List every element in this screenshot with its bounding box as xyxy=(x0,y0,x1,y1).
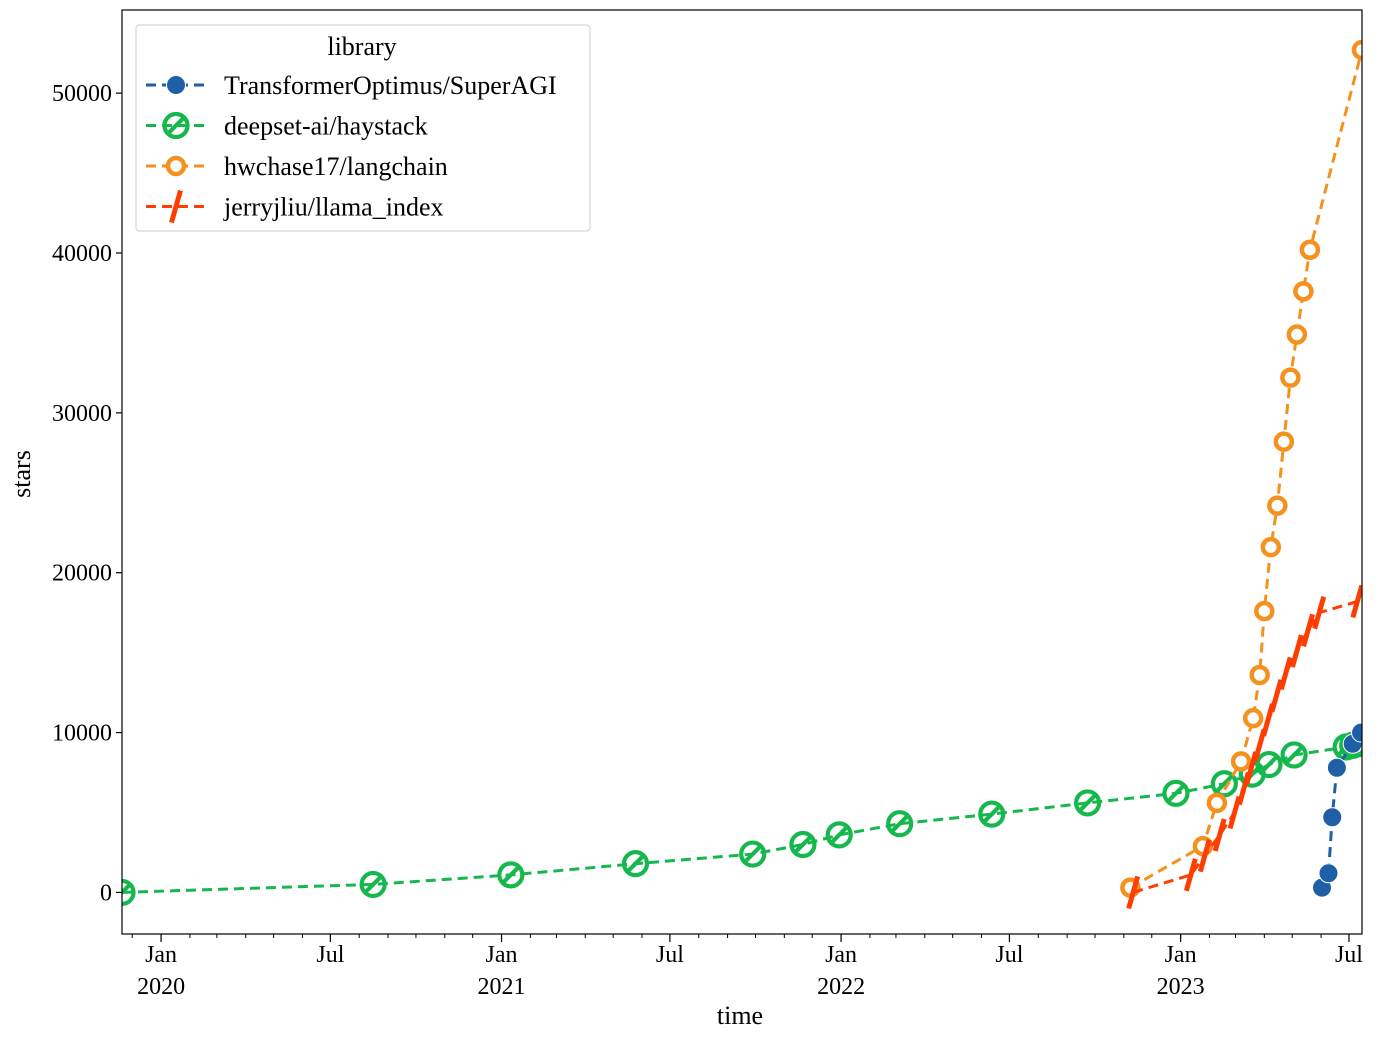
series-line xyxy=(122,742,1358,894)
x-tick-label: Jul xyxy=(316,942,344,968)
x-axis-label: time xyxy=(717,1001,763,1030)
data-point xyxy=(886,810,914,838)
data-point xyxy=(1242,707,1264,729)
data-point xyxy=(497,861,525,889)
data-point xyxy=(1289,634,1304,668)
x-tick-label: Jan xyxy=(825,942,857,968)
data-point xyxy=(359,870,387,899)
x-tick-label: Jul xyxy=(995,942,1023,968)
x-tick-label: Jan xyxy=(145,942,177,968)
data-point xyxy=(1280,367,1301,388)
data-point xyxy=(1183,858,1198,892)
data-point xyxy=(739,840,767,868)
data-point xyxy=(1267,495,1288,516)
data-point xyxy=(1260,536,1282,558)
legend: library TransformerOptimus/SuperAGI deeps… xyxy=(135,24,591,232)
data-point xyxy=(1278,656,1293,691)
x-tick-label: Jan xyxy=(1165,942,1197,968)
y-axis: 0 10000 20000 30000 40000 50000 xyxy=(52,81,122,906)
series-transformeroptimus-superagi xyxy=(1312,722,1362,898)
series-jerryjliu-llama-index xyxy=(1126,584,1362,910)
plot-frame xyxy=(121,9,1363,935)
data-point xyxy=(1301,613,1315,647)
data-point xyxy=(1269,679,1284,713)
legend-item: TransformerOptimus/SuperAGI xyxy=(146,71,557,100)
y-tick-label: 20000 xyxy=(52,561,112,587)
data-point xyxy=(1322,807,1343,828)
legend-marker xyxy=(169,189,183,224)
legend-marker xyxy=(162,111,190,140)
data-point xyxy=(1280,741,1308,769)
data-point xyxy=(825,821,853,849)
data-point xyxy=(1197,838,1212,873)
x-tick-year-label: 2023 xyxy=(1157,974,1205,1000)
y-tick-label: 40000 xyxy=(52,241,112,267)
data-point xyxy=(1210,770,1238,798)
series-layer xyxy=(122,39,1362,910)
legend-frame xyxy=(135,24,591,232)
legend-item: jerryjliu/llama_index xyxy=(146,189,444,224)
data-point xyxy=(1206,792,1228,814)
legend-label: hwchase17/langchain xyxy=(224,152,448,181)
data-point xyxy=(978,800,1006,828)
data-point xyxy=(1273,431,1295,452)
data-point xyxy=(1254,600,1275,622)
legend-title: library xyxy=(327,32,396,61)
x-axis: Jan 2020 Jul Jan 2021 Jul Jan 2022 Jul Jan 2023 Jul xyxy=(131,934,1363,1000)
x-tick-label: Jul xyxy=(1335,942,1363,968)
data-point xyxy=(1249,664,1270,686)
data-point xyxy=(1312,596,1327,630)
legend-label: deepset-ai/haystack xyxy=(224,112,428,141)
data-point xyxy=(1299,239,1321,261)
data-point xyxy=(621,850,650,878)
legend-label: jerryjliu/llama_index xyxy=(223,193,444,222)
data-point xyxy=(1073,789,1102,817)
data-point xyxy=(1255,750,1283,779)
y-tick-label: 30000 xyxy=(52,401,112,427)
y-tick-label: 10000 xyxy=(52,721,112,747)
y-axis-label: stars xyxy=(7,450,36,498)
legend-label: TransformerOptimus/SuperAGI xyxy=(224,71,557,100)
data-point xyxy=(1351,722,1362,743)
x-tick-label: Jul xyxy=(656,942,684,968)
data-point xyxy=(122,878,136,907)
x-tick-label: Jan xyxy=(486,942,518,968)
data-point xyxy=(789,830,817,859)
legend-marker xyxy=(165,155,187,177)
legend-item: hwchase17/langchain xyxy=(146,152,448,181)
legend-items: TransformerOptimus/SuperAGI deepset-ai/ha… xyxy=(146,71,557,224)
y-tick-label: 50000 xyxy=(52,81,112,107)
data-point xyxy=(1230,751,1252,772)
data-point xyxy=(1351,39,1362,61)
data-point xyxy=(1126,875,1141,910)
x-tick-year-label: 2022 xyxy=(817,974,865,1000)
data-point xyxy=(1293,281,1314,302)
legend-marker xyxy=(166,75,186,95)
data-point xyxy=(1326,757,1347,778)
data-point xyxy=(1318,863,1339,884)
legend-item: deepset-ai/haystack xyxy=(146,112,428,141)
data-point xyxy=(1212,818,1227,852)
y-tick-label: 0 xyxy=(100,880,112,906)
x-tick-year-label: 2021 xyxy=(478,974,526,1000)
data-point xyxy=(1286,324,1308,345)
x-tick-year-label: 2020 xyxy=(137,974,185,1000)
data-point xyxy=(1350,584,1362,619)
data-point xyxy=(1162,779,1190,807)
